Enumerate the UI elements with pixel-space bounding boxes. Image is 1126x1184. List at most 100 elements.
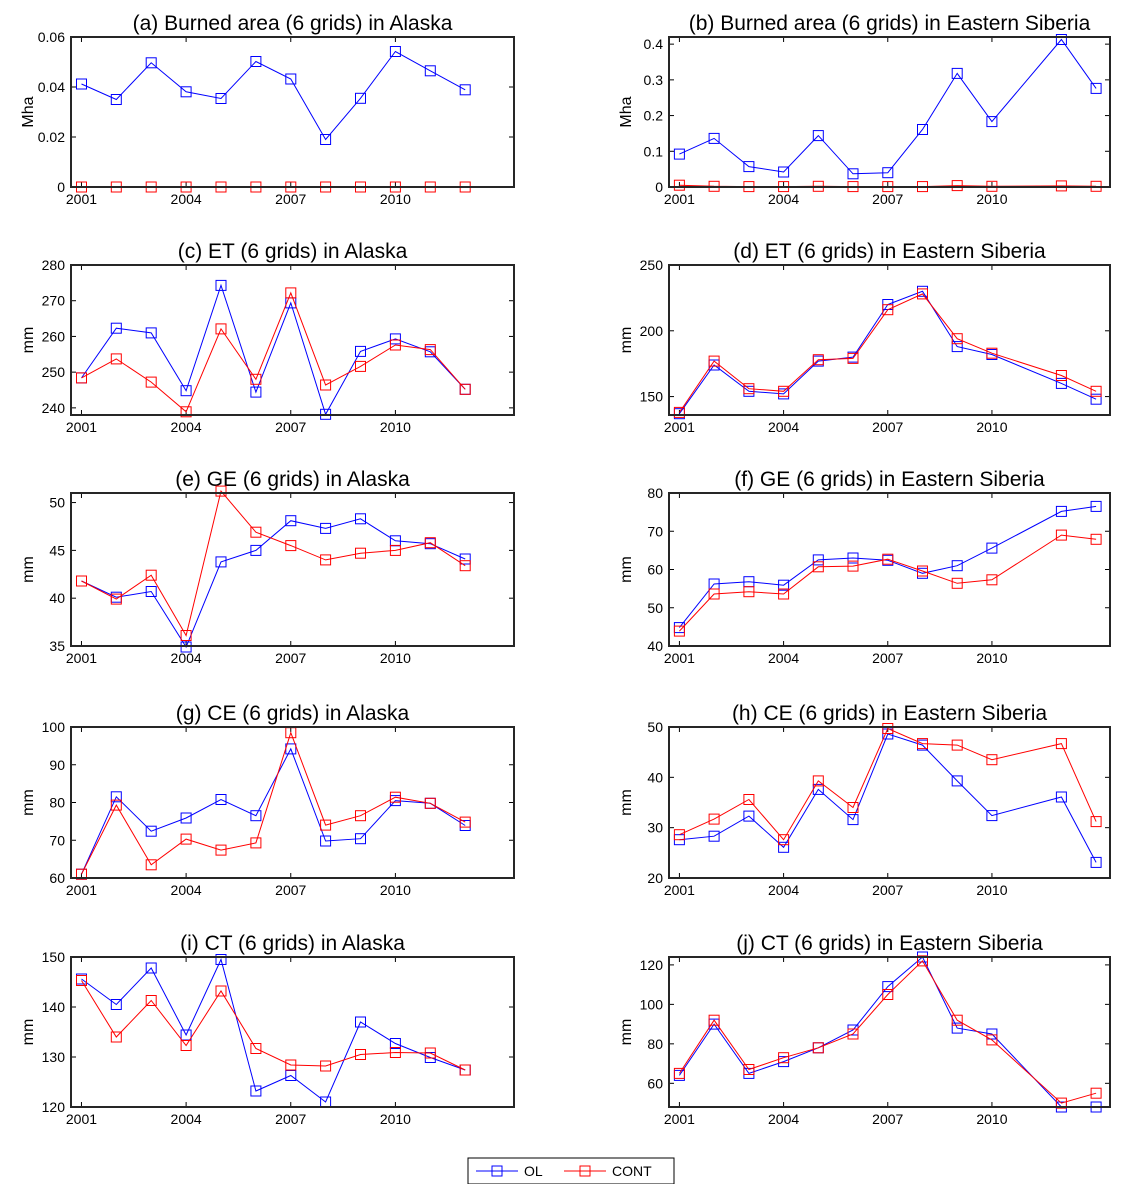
data-point-ol <box>986 542 998 554</box>
data-point-ol <box>459 84 471 96</box>
x-tick-label: 2001 <box>66 191 97 207</box>
x-tick-label: 2004 <box>768 882 799 898</box>
data-point-cont <box>180 1040 192 1051</box>
series-line-ol <box>679 38 1097 175</box>
data-point-ol <box>1055 34 1067 45</box>
y-tick-label: 50 <box>647 719 663 735</box>
data-point-ol <box>145 586 157 597</box>
y-tick-label: 0.04 <box>38 79 65 95</box>
y-tick-label: 150 <box>42 949 66 965</box>
panel-h: (h) CE (6 grids) in Eastern Siberia 20 30 4… <box>618 702 1111 898</box>
data-point-cont <box>320 379 332 391</box>
data-point-cont <box>951 739 963 751</box>
panel-h-ylabel: mm <box>618 789 635 816</box>
x-tick-label: 2010 <box>976 882 1007 898</box>
y-tick-label: 0.1 <box>644 143 664 159</box>
x-tick-label: 2007 <box>275 419 306 435</box>
panel-a-title: (a) Burned area (6 grids) in Alaska <box>133 12 453 35</box>
data-point-ol <box>215 93 227 104</box>
x-tick-label: 2004 <box>171 650 202 666</box>
data-point-cont <box>673 829 685 841</box>
data-point-ol <box>215 794 227 805</box>
data-point-ol <box>743 161 755 173</box>
data-point-cont <box>1055 1097 1067 1109</box>
data-point-cont <box>285 540 297 552</box>
data-point-cont <box>1055 738 1067 750</box>
data-point-ol <box>986 1028 998 1040</box>
data-point-cont <box>951 577 963 589</box>
data-point-ol <box>320 522 332 534</box>
panel-i-axes-box <box>70 956 515 1108</box>
data-point-cont <box>1090 533 1102 545</box>
x-tick-label: 2007 <box>275 650 306 666</box>
x-tick-label: 2004 <box>171 419 202 435</box>
y-tick-label: 50 <box>49 495 65 511</box>
data-point-cont <box>250 526 262 538</box>
series-line-cont <box>679 727 1097 841</box>
x-tick-label: 2007 <box>275 1111 306 1127</box>
data-point-cont <box>76 372 87 384</box>
series-line-cont <box>81 980 466 1071</box>
x-tick-label: 2007 <box>872 1111 903 1127</box>
x-tick-label: 2004 <box>768 1111 799 1127</box>
data-point-cont <box>708 813 720 825</box>
data-point-cont <box>673 179 685 191</box>
data-point-cont <box>215 485 227 497</box>
x-tick-label: 2001 <box>664 882 695 898</box>
data-point-cont <box>882 553 894 565</box>
data-point-ol <box>145 825 157 837</box>
data-point-cont <box>110 1031 122 1043</box>
panel-i-ylabel: mm <box>20 1019 37 1046</box>
panel-e-ylabel: mm <box>20 556 37 583</box>
data-point-cont <box>424 797 436 809</box>
data-point-cont <box>986 1034 998 1046</box>
data-point-cont <box>812 775 824 787</box>
data-point-cont <box>882 304 894 316</box>
data-point-ol <box>847 552 859 564</box>
data-point-cont <box>110 593 122 605</box>
y-tick-label: 140 <box>42 999 66 1015</box>
y-tick-label: 260 <box>42 328 66 344</box>
data-point-cont <box>743 1064 755 1075</box>
panel-d-ylabel: mm <box>618 327 635 354</box>
y-tick-label: 60 <box>647 562 663 578</box>
x-tick-label: 2007 <box>872 882 903 898</box>
data-point-ol <box>882 167 894 179</box>
data-point-ol <box>847 814 859 826</box>
y-tick-label: 60 <box>49 870 65 886</box>
data-point-cont <box>320 819 332 831</box>
panel-g-title: (g) CE (6 grids) in Alaska <box>176 702 410 725</box>
data-point-ol <box>1055 505 1067 517</box>
panel-j-title: (j) CT (6 grids) in Eastern Siberia <box>736 932 1043 955</box>
data-point-cont <box>673 625 685 637</box>
x-tick-label: 2004 <box>171 882 202 898</box>
data-point-ol <box>951 67 963 79</box>
panels: (a) Burned area (6 grids) in Alaska 0 0.02… <box>20 12 1111 1127</box>
series-line-cont <box>678 293 1097 413</box>
data-point-ol <box>708 830 720 842</box>
data-point-cont <box>320 554 332 566</box>
panel-j-ylabel: mm <box>618 1019 635 1046</box>
data-point-ol <box>355 1016 366 1028</box>
data-point-cont <box>215 985 227 997</box>
series-line-cont <box>81 490 466 637</box>
data-point-cont <box>1090 816 1102 828</box>
y-tick-label: 20 <box>647 870 663 886</box>
series-line-ol <box>678 956 1097 1108</box>
data-point-ol <box>1055 377 1067 389</box>
panel-c: (c) ET (6 grids) in Alaska 240 250 260 270 28… <box>20 240 515 435</box>
data-point-cont <box>459 383 471 395</box>
data-point-cont <box>778 834 790 846</box>
data-point-cont <box>951 180 963 192</box>
y-tick-label: 240 <box>42 400 66 416</box>
panel-f: (f) GE (6 grids) in Eastern Siberia 40 50 6… <box>618 468 1111 666</box>
data-point-cont <box>215 844 227 856</box>
data-point-cont <box>743 383 755 395</box>
data-point-ol <box>951 1022 963 1034</box>
data-point-ol <box>285 515 297 527</box>
panel-b-axes-box <box>668 36 1111 188</box>
y-tick-label: 100 <box>42 719 66 735</box>
x-tick-label: 2001 <box>664 1111 695 1127</box>
data-point-cont <box>145 569 157 581</box>
legend-ol-label: OL <box>524 1163 543 1179</box>
